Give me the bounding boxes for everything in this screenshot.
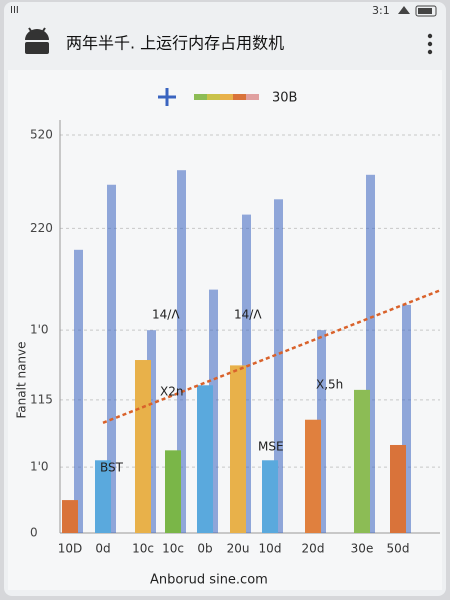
y-tick-label: 220 — [30, 221, 53, 235]
x-tick-label: 20d — [302, 542, 325, 556]
bar — [230, 365, 246, 533]
peak-column — [317, 330, 326, 533]
bar — [390, 444, 406, 533]
x-tick-label: 10D — [58, 542, 83, 556]
annotation: 14/Λ — [234, 308, 262, 322]
bar — [354, 389, 370, 533]
wifi-icon — [398, 6, 410, 14]
peak-column — [274, 199, 283, 534]
annotation: X2n — [160, 385, 183, 399]
peak-column — [366, 174, 375, 534]
peak-column — [107, 184, 116, 533]
bar — [135, 360, 151, 533]
peak-column — [74, 249, 83, 534]
y-tick-label: 115 — [30, 392, 53, 406]
battery-level — [418, 8, 432, 14]
y-tick-label: 1'0 — [30, 323, 49, 337]
battery-icon — [415, 5, 437, 17]
x-tick-label: 10d — [259, 542, 282, 556]
status-left: III — [10, 5, 19, 16]
bar — [62, 500, 78, 533]
y-tick-label: 520 — [30, 128, 53, 142]
footer-text: Anborud sine.com — [150, 573, 268, 588]
legend-swatch — [194, 94, 207, 100]
bar — [165, 450, 181, 533]
y-tick-label: 0 — [30, 526, 38, 540]
bar — [95, 460, 111, 533]
status-time: 3:1 — [372, 4, 390, 17]
legend-swatch — [233, 94, 246, 100]
trend-line — [102, 289, 441, 424]
annotation: 14/Λ — [152, 308, 180, 322]
x-tick-label: 50d — [387, 542, 410, 556]
bar — [305, 419, 321, 533]
app-icon — [25, 27, 49, 54]
peak-column — [209, 289, 218, 533]
peak-column — [177, 170, 186, 533]
x-tick-label: 0d — [95, 542, 110, 556]
legend-swatch — [246, 94, 259, 100]
y-axis-label: Fanalt nanve — [15, 341, 29, 418]
peak-column — [402, 304, 411, 533]
legend-symbol — [158, 88, 176, 106]
y-tick-label: 1'0 — [30, 460, 49, 474]
bar — [262, 460, 278, 533]
annotation: X,5h — [316, 378, 343, 392]
annotation: MSE — [258, 440, 284, 454]
x-tick-label: 30e — [351, 542, 374, 556]
x-tick-label: 20u — [227, 542, 250, 556]
legend-label: 30B — [272, 91, 297, 106]
x-tick-label: 10c — [162, 542, 184, 556]
menu-button[interactable] — [427, 33, 433, 55]
peak-column — [242, 214, 251, 533]
app-title: 两年半千. 上运行内存占用数机 — [66, 34, 284, 53]
bar — [197, 385, 213, 533]
legend-swatch — [220, 94, 233, 100]
annotation: BST — [100, 461, 124, 475]
legend-swatch — [207, 94, 220, 100]
peak-column — [147, 330, 156, 533]
x-tick-label: 10c — [132, 542, 154, 556]
x-tick-label: 0b — [197, 542, 212, 556]
